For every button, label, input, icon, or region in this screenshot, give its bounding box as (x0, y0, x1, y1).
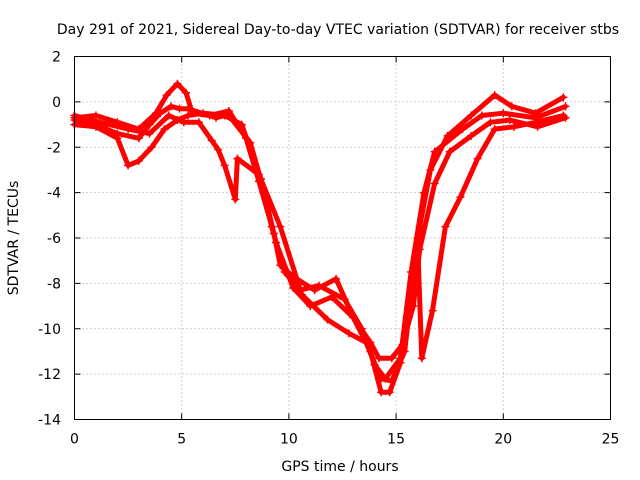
data-point (377, 388, 386, 397)
y-tick-label: -4 (47, 186, 61, 202)
series-track-c (72, 110, 568, 361)
data-point (374, 354, 383, 363)
y-tick-label: 0 (52, 95, 61, 111)
data-point (559, 111, 568, 120)
y-tick-label: -10 (38, 322, 61, 338)
data-point (486, 118, 495, 127)
series-layer (70, 79, 570, 397)
chart-title: Day 291 of 2021, Sidereal Day-to-day VTE… (57, 22, 619, 38)
data-point (340, 295, 349, 304)
data-point (134, 156, 143, 165)
data-point (199, 109, 208, 118)
x-tick-label: 20 (494, 432, 512, 448)
data-point (332, 274, 341, 283)
data-point (477, 111, 486, 120)
data-point (179, 118, 188, 127)
data-point (490, 125, 499, 134)
data-point (467, 131, 476, 140)
data-point (419, 188, 428, 197)
data-point (181, 88, 190, 97)
data-point (173, 79, 182, 88)
data-point (385, 388, 394, 397)
data-point (289, 283, 298, 292)
data-point (428, 306, 437, 315)
data-point (164, 111, 173, 120)
data-point (349, 313, 358, 322)
data-point (224, 111, 233, 120)
data-point (276, 222, 285, 231)
data-point (162, 91, 171, 100)
x-tick-label: 10 (280, 432, 298, 448)
data-point (499, 109, 508, 118)
y-tick-label: -8 (47, 276, 61, 292)
data-point (400, 347, 409, 356)
y-axis-label: SDTVAR / TECUs (6, 181, 22, 296)
data-point (490, 91, 499, 100)
data-point (327, 292, 336, 301)
data-point (184, 111, 193, 120)
data-point (220, 161, 229, 170)
data-point (441, 222, 450, 231)
data-point (314, 281, 323, 290)
data-point (323, 315, 332, 324)
data-point (134, 134, 143, 143)
y-tick-label: -12 (38, 367, 61, 383)
data-point (145, 120, 154, 129)
data-point (145, 129, 154, 138)
data-point (160, 125, 169, 134)
data-point (156, 109, 165, 118)
y-tick-label: 2 (52, 50, 61, 66)
y-tick-label: -14 (38, 413, 61, 429)
data-point (430, 147, 439, 156)
x-tick-label: 15 (387, 432, 405, 448)
y-tick-label: -2 (47, 140, 61, 156)
data-point (510, 122, 519, 131)
x-tick-label: 25 (602, 432, 620, 448)
data-point (559, 93, 568, 102)
data-point (467, 111, 476, 120)
data-point (194, 118, 203, 127)
x-axis-label: GPS time / hours (281, 459, 398, 475)
data-point (561, 102, 570, 111)
data-point (147, 143, 156, 152)
x-tick-label: 0 (70, 432, 79, 448)
data-point (184, 104, 193, 113)
data-point (207, 136, 216, 145)
data-point (246, 138, 255, 147)
data-point (231, 195, 240, 204)
data-point (91, 111, 100, 120)
data-point (214, 145, 223, 154)
data-point (297, 290, 306, 299)
data-point (113, 134, 122, 143)
data-point (362, 338, 371, 347)
data-point (445, 147, 454, 156)
data-point (272, 238, 281, 247)
data-point (456, 193, 465, 202)
x-tick-label: 5 (177, 432, 186, 448)
data-point (166, 102, 175, 111)
data-point (91, 122, 100, 131)
data-point (387, 376, 396, 385)
data-point (233, 154, 242, 163)
data-point (473, 154, 482, 163)
data-point (344, 329, 353, 338)
series-track-d (72, 113, 566, 384)
data-point (531, 118, 540, 127)
data-point (505, 116, 514, 125)
y-tick-label: -6 (47, 231, 61, 247)
data-point (175, 104, 184, 113)
data-point (413, 234, 422, 242)
data-point (124, 161, 133, 170)
data-point (96, 118, 105, 127)
data-point (124, 125, 133, 134)
data-point (254, 170, 263, 179)
data-point (458, 125, 467, 134)
data-point (430, 179, 439, 188)
data-point (377, 374, 386, 383)
data-point (507, 102, 516, 111)
data-point (417, 354, 426, 363)
data-point (387, 354, 396, 363)
